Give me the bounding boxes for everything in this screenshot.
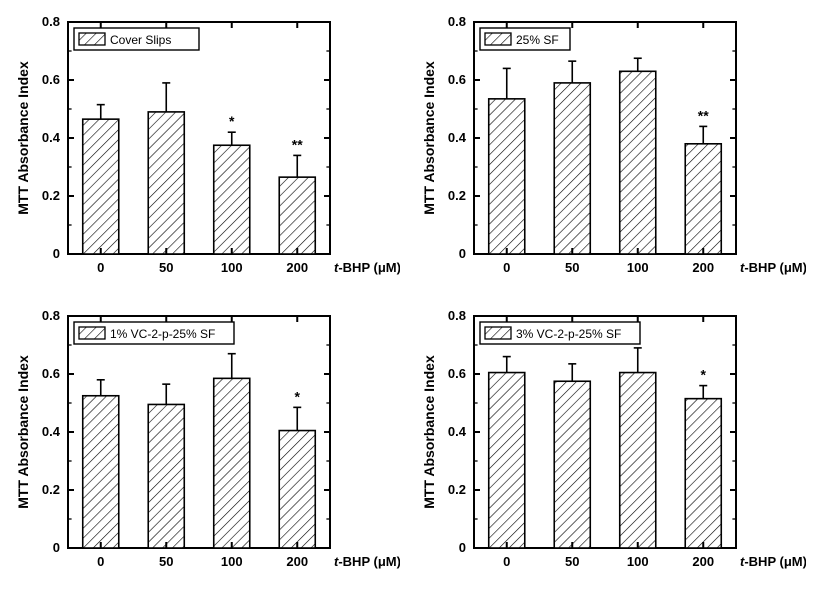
bar xyxy=(619,71,655,254)
legend-label: 1% VC-2-p-25% SF xyxy=(110,327,215,341)
ytick-label: 0.4 xyxy=(42,424,61,439)
legend-label: 3% VC-2-p-25% SF xyxy=(516,327,621,341)
xtick-label: 200 xyxy=(286,260,308,275)
ytick-label: 0 xyxy=(458,540,465,555)
bar xyxy=(554,381,590,548)
ytick-label: 0.2 xyxy=(447,482,465,497)
xtick-label: 0 xyxy=(97,554,104,569)
xtick-label: 0 xyxy=(97,260,104,275)
xtick-label: 100 xyxy=(626,554,648,569)
ytick-label: 0.4 xyxy=(447,130,466,145)
chart-panel: 0 0.2 0.4 0.6 0.8 MTT Absorbance Index 0 50 100 *… xyxy=(416,304,806,584)
significance-marker: * xyxy=(229,113,235,129)
ytick-label: 0.2 xyxy=(42,188,60,203)
significance-marker: * xyxy=(295,388,301,404)
ytick-label: 0.8 xyxy=(42,308,60,323)
xtick-label: 100 xyxy=(221,554,243,569)
bar xyxy=(83,119,119,254)
xtick-label: 200 xyxy=(286,554,308,569)
chart-panel: 0 0.2 0.4 0.6 0.8 MTT Absorbance Index 0 50 * 100… xyxy=(10,10,400,290)
xtick-label: 50 xyxy=(159,260,173,275)
x-axis-label: t-BHP (μM) xyxy=(334,554,400,569)
ytick-label: 0.8 xyxy=(447,308,465,323)
legend-swatch xyxy=(79,33,105,45)
xtick-label: 50 xyxy=(159,554,173,569)
bar xyxy=(554,83,590,254)
xtick-label: 200 xyxy=(692,554,714,569)
ytick-label: 0.6 xyxy=(42,72,60,87)
panel: 0 0.2 0.4 0.6 0.8 MTT Absorbance Index 0 50 100 *… xyxy=(416,304,808,584)
ytick-label: 0 xyxy=(458,246,465,261)
x-axis-label: t-BHP (μM) xyxy=(740,554,806,569)
ytick-label: 0.2 xyxy=(447,188,465,203)
legend-swatch xyxy=(485,33,511,45)
x-axis-label: t-BHP (μM) xyxy=(740,260,806,275)
xtick-label: 100 xyxy=(626,260,648,275)
y-axis-label: MTT Absorbance Index xyxy=(421,61,437,215)
chart-panel: 0 0.2 0.4 0.6 0.8 MTT Absorbance Index 0 50 100 *… xyxy=(416,10,806,290)
x-axis-label: t-BHP (μM) xyxy=(334,260,400,275)
xtick-label: 200 xyxy=(692,260,714,275)
significance-marker: * xyxy=(700,367,706,383)
bar xyxy=(685,144,721,254)
y-axis-label: MTT Absorbance Index xyxy=(15,355,31,509)
ytick-label: 0.8 xyxy=(42,14,60,29)
xtick-label: 50 xyxy=(565,554,579,569)
bar xyxy=(488,373,524,548)
xtick-label: 50 xyxy=(565,260,579,275)
ytick-label: 0.6 xyxy=(447,72,465,87)
ytick-label: 0 xyxy=(53,246,60,261)
ytick-label: 0.2 xyxy=(42,482,60,497)
legend-label: 25% SF xyxy=(516,33,559,47)
legend-label: Cover Slips xyxy=(110,33,171,47)
ytick-label: 0.6 xyxy=(447,366,465,381)
bar xyxy=(619,373,655,548)
ytick-label: 0.8 xyxy=(447,14,465,29)
ytick-label: 0 xyxy=(53,540,60,555)
bar xyxy=(214,378,250,548)
significance-marker: ** xyxy=(697,107,708,123)
y-axis-label: MTT Absorbance Index xyxy=(15,61,31,215)
bar xyxy=(685,399,721,548)
ytick-label: 0.4 xyxy=(447,424,466,439)
bar xyxy=(148,112,184,254)
bar xyxy=(148,404,184,548)
significance-marker: ** xyxy=(292,136,303,152)
bar xyxy=(279,177,315,254)
legend-swatch xyxy=(485,327,511,339)
ytick-label: 0.6 xyxy=(42,366,60,381)
y-axis-label: MTT Absorbance Index xyxy=(421,355,437,509)
xtick-label: 0 xyxy=(503,554,510,569)
xtick-label: 0 xyxy=(503,260,510,275)
ytick-label: 0.4 xyxy=(42,130,61,145)
chart-panel: 0 0.2 0.4 0.6 0.8 MTT Absorbance Index 0 50 100 *… xyxy=(10,304,400,584)
bar xyxy=(83,396,119,548)
legend-swatch xyxy=(79,327,105,339)
panel: 0 0.2 0.4 0.6 0.8 MTT Absorbance Index 0 50 100 *… xyxy=(10,304,402,584)
bar xyxy=(488,99,524,254)
bar xyxy=(279,431,315,548)
xtick-label: 100 xyxy=(221,260,243,275)
bar xyxy=(214,145,250,254)
panel: 0 0.2 0.4 0.6 0.8 MTT Absorbance Index 0 50 * 100… xyxy=(10,10,402,290)
panel: 0 0.2 0.4 0.6 0.8 MTT Absorbance Index 0 50 100 *… xyxy=(416,10,808,290)
